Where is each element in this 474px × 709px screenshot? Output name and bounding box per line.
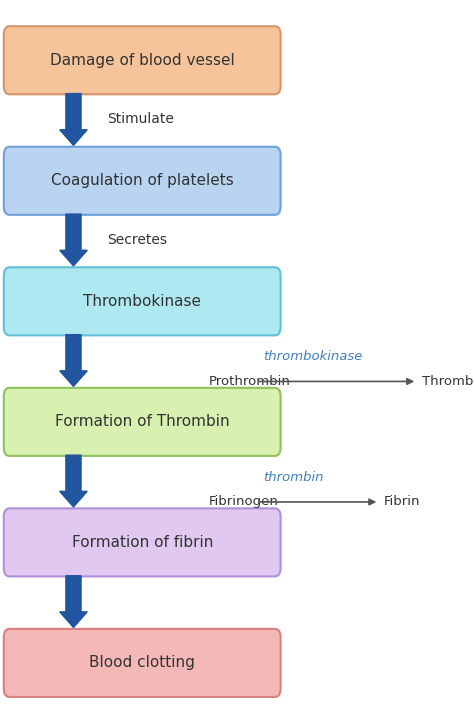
Polygon shape [60, 455, 87, 507]
Polygon shape [60, 335, 87, 386]
FancyBboxPatch shape [4, 26, 281, 94]
Text: Fibrinogen: Fibrinogen [209, 496, 278, 508]
FancyBboxPatch shape [4, 388, 281, 456]
Text: Stimulate: Stimulate [107, 113, 173, 126]
Text: thrombin: thrombin [264, 471, 324, 484]
Polygon shape [60, 214, 87, 266]
FancyBboxPatch shape [4, 629, 281, 697]
Text: thrombokinase: thrombokinase [263, 350, 363, 363]
FancyBboxPatch shape [4, 267, 281, 335]
Text: Thrombin: Thrombin [422, 375, 474, 388]
FancyBboxPatch shape [4, 508, 281, 576]
Text: Coagulation of platelets: Coagulation of platelets [51, 173, 234, 189]
Text: Formation of Thrombin: Formation of Thrombin [55, 414, 229, 430]
FancyBboxPatch shape [4, 147, 281, 215]
Text: Thrombokinase: Thrombokinase [83, 294, 201, 309]
Text: Formation of fibrin: Formation of fibrin [72, 535, 213, 550]
Text: Fibrin: Fibrin [384, 496, 420, 508]
Text: Secretes: Secretes [107, 233, 167, 247]
Polygon shape [60, 94, 87, 145]
Text: Blood clotting: Blood clotting [89, 655, 195, 671]
Polygon shape [60, 576, 87, 627]
Text: Damage of blood vessel: Damage of blood vessel [50, 52, 235, 68]
Text: Prothrombin: Prothrombin [209, 375, 291, 388]
